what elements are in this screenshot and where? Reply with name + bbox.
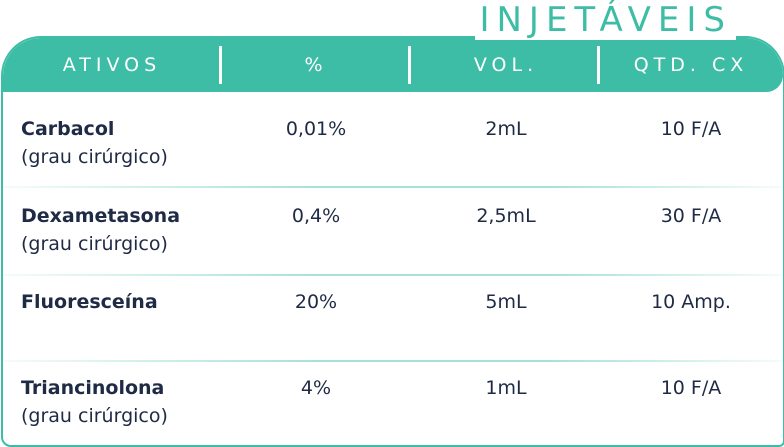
row-product-name: Dexametasona (grau cirúrgico) (21, 202, 221, 258)
row-percent: 4% (300, 377, 332, 399)
header-ativos: ATIVOS (62, 54, 162, 76)
header-quantity: QTD. CX (633, 54, 749, 76)
row-separator (3, 360, 783, 362)
row-volume: 2,5mL (476, 205, 536, 227)
table-header: ATIVOS % VOL. QTD. CX (3, 38, 783, 92)
table-row: Triancinolona (grau cirúrgico) 4% 1mL 10… (3, 374, 783, 444)
product-name: Dexametasona (21, 205, 181, 227)
row-percent: 20% (294, 291, 338, 313)
header-percent: % (304, 54, 328, 76)
row-product-name: Carbacol (grau cirúrgico) (21, 115, 221, 171)
product-name: Fluoresceína (21, 291, 158, 313)
row-volume: 2mL (485, 118, 527, 140)
row-quantity: 10 F/A (660, 377, 722, 399)
table-row: Carbacol (grau cirúrgico) 0,01% 2mL 10 F… (3, 115, 783, 185)
row-volume: 5mL (485, 291, 527, 313)
header-divider (597, 46, 600, 84)
product-name: Carbacol (21, 118, 115, 140)
row-separator (3, 186, 783, 188)
row-quantity: 30 F/A (660, 205, 722, 227)
table-row: Fluoresceína 20% 5mL 10 Amp. (3, 288, 783, 358)
header-volume: VOL. (473, 54, 539, 76)
row-quantity: 10 F/A (660, 118, 722, 140)
row-product-name: Triancinolona (grau cirúrgico) (21, 374, 221, 430)
product-note: (grau cirúrgico) (21, 233, 168, 255)
header-divider (408, 46, 411, 84)
row-percent: 0,4% (291, 205, 341, 227)
row-volume: 1mL (485, 377, 527, 399)
row-separator (3, 274, 783, 276)
product-table: ATIVOS % VOL. QTD. CX Carbacol (grau cir… (1, 36, 784, 447)
product-name: Triancinolona (21, 377, 165, 399)
product-note: (grau cirúrgico) (21, 405, 168, 427)
table-row: Dexametasona (grau cirúrgico) 0,4% 2,5mL… (3, 202, 783, 272)
row-quantity: 10 Amp. (651, 291, 731, 313)
row-product-name: Fluoresceína (21, 288, 221, 316)
row-percent: 0,01% (285, 118, 347, 140)
product-note: (grau cirúrgico) (21, 146, 168, 168)
header-divider (219, 46, 222, 84)
section-title: INJETÁVEIS (475, 0, 736, 40)
